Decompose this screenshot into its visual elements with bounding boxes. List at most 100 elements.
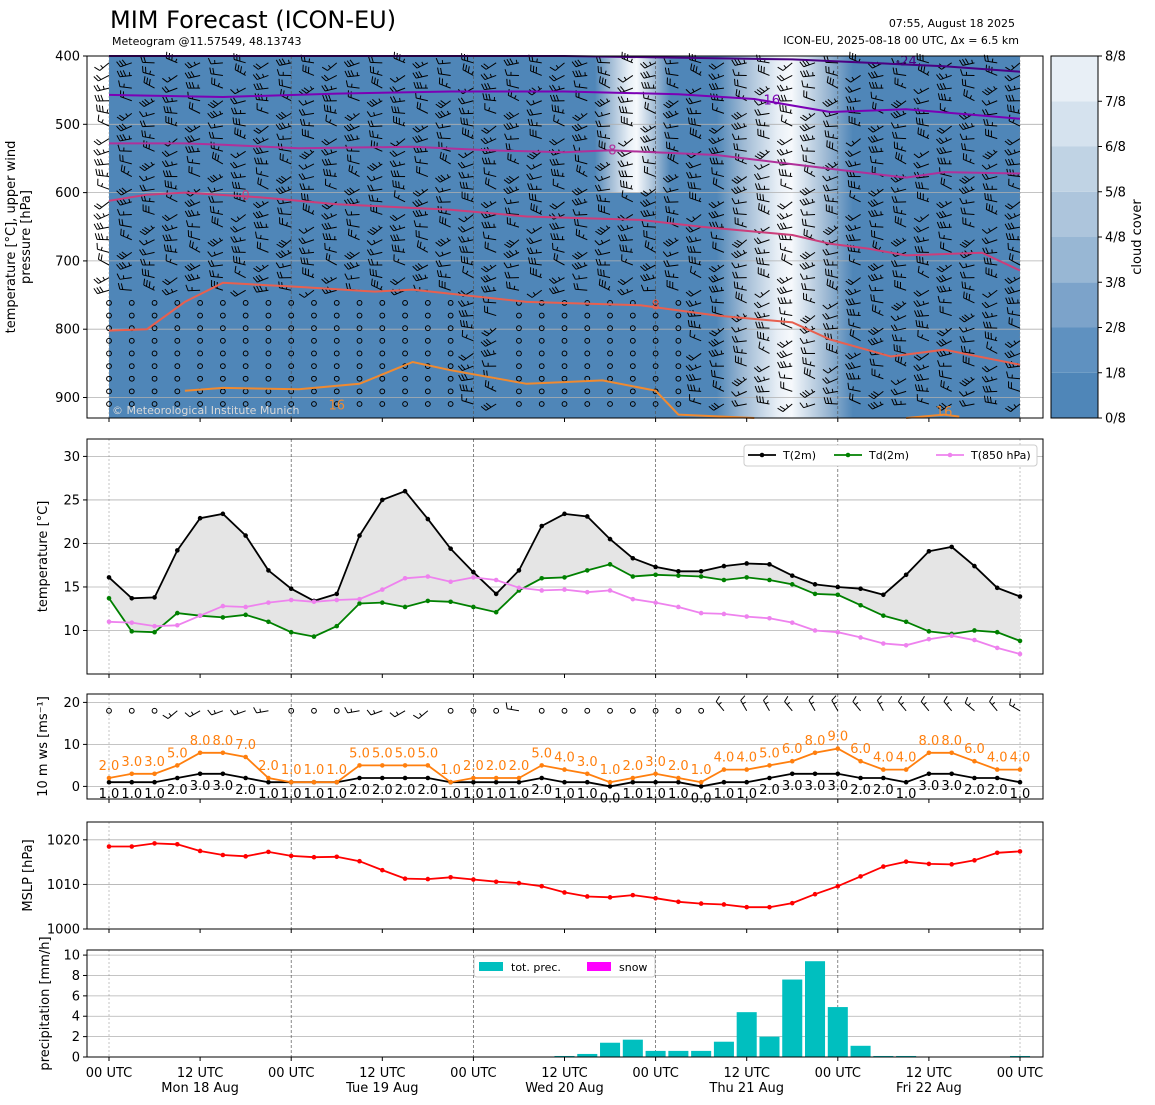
upper-wind-barb [457, 364, 474, 372]
upper-wind-barb [639, 199, 656, 207]
upper-wind-barb [845, 352, 861, 360]
upper-wind-barb [664, 131, 679, 140]
upper-wind-barb [379, 363, 386, 369]
upper-wind-barb [981, 100, 998, 106]
upper-wind-barb [424, 325, 431, 332]
upper-wind-barb [799, 123, 816, 132]
precip-ylabel: precipitation [mm/h] [38, 936, 53, 1070]
upper-wind-barb [120, 164, 133, 177]
upper-wind-barb [913, 161, 930, 169]
upper-wind-barb [252, 137, 269, 145]
upper-wind-barb [379, 337, 386, 344]
surface-wind-barb [698, 707, 705, 714]
upper-wind-barb [265, 312, 272, 319]
upper-wind-barb [391, 106, 406, 114]
mean-wind-data-label: 2.0 [349, 783, 370, 798]
gust-data-label: 8.0 [941, 734, 962, 749]
temperature-axis-tick-label: 25 [63, 493, 80, 508]
upper-wind-barb [321, 62, 338, 71]
wind-mean-point [812, 771, 818, 777]
gust-data-label: 2.0 [463, 759, 484, 774]
upper-wind-barb [663, 196, 679, 203]
upper-wind-barb [299, 149, 315, 160]
upper-wind-barb [731, 390, 747, 397]
upper-wind-barb [893, 205, 907, 215]
wind-mean-point [106, 779, 112, 785]
data-point-Td(2m) [288, 629, 294, 635]
data-point-T(850 hPa) [129, 620, 135, 625]
upper-wind-barb [845, 214, 861, 222]
data-point-Td(2m) [448, 599, 453, 605]
upper-wind-barb [689, 127, 702, 140]
gust-data-label: 2.0 [509, 759, 530, 774]
upper-wind-barb [549, 138, 565, 146]
upper-wind-barb [438, 280, 451, 291]
data-point-T(2m) [926, 548, 932, 554]
upper-wind-barb [255, 231, 269, 241]
upper-wind-barb [598, 204, 611, 215]
upper-wind-barb [437, 67, 451, 76]
upper-wind-barb [689, 394, 702, 405]
upper-wind-barb [447, 363, 454, 369]
gust-data-label: 3.0 [144, 755, 165, 770]
data-point-T(850 hPa) [243, 604, 248, 610]
upper-wind-barb [207, 260, 223, 267]
time-tick-label: 12 UTC [177, 1066, 223, 1081]
upper-wind-barb [584, 350, 591, 357]
data-point-Td(2m) [152, 629, 157, 635]
upper-wind-barb [675, 300, 682, 306]
upper-wind-barb [675, 401, 682, 407]
upper-wind-barb [936, 402, 952, 411]
upper-wind-barb [106, 300, 112, 306]
upper-wind-barb [849, 328, 861, 342]
precip-bar [827, 1007, 848, 1057]
isotherm-line [906, 413, 960, 419]
mslp-point [881, 864, 886, 869]
upper-wind-barb [93, 213, 110, 220]
upper-wind-barb [503, 58, 520, 66]
upper-wind-barb [344, 112, 360, 122]
gust-data-label: 5.0 [349, 746, 370, 761]
data-point-T(2m) [653, 564, 658, 570]
upper-wind-barb [161, 160, 178, 168]
upper-wind-barb [459, 384, 474, 392]
upper-wind-barb [333, 363, 340, 369]
upper-wind-barb [231, 181, 246, 190]
upper-wind-barb [755, 321, 770, 329]
upper-wind-barb [345, 80, 360, 89]
upper-wind-barb [708, 62, 725, 70]
upper-wind-barb [652, 300, 659, 306]
upper-wind-barb [116, 251, 133, 260]
upper-wind-barb [324, 178, 337, 190]
wind-gust-point [425, 763, 431, 768]
upper-wind-barb [867, 199, 884, 207]
upper-wind-barb [275, 175, 292, 184]
gust-data-label: 5.0 [395, 746, 416, 761]
upper-wind-barb [640, 284, 656, 292]
upper-wind-barb [142, 204, 155, 215]
upper-wind-barb [379, 300, 386, 306]
upper-wind-barb [777, 201, 793, 210]
gust-data-label: 6.0 [782, 742, 803, 757]
upper-wind-barb [254, 157, 269, 165]
upper-wind-barb [402, 312, 408, 319]
upper-wind-barb [571, 261, 588, 270]
upper-wind-barb [106, 388, 112, 395]
upper-wind-barb [504, 207, 519, 215]
mslp-point [266, 849, 271, 855]
upper-wind-barb [640, 61, 656, 69]
upper-wind-barb [484, 379, 497, 392]
colorbar-tick-label: 3/8 [1105, 276, 1126, 291]
upper-wind-barb [163, 244, 178, 253]
data-point-T(2m) [584, 514, 590, 519]
upper-wind-barb [424, 388, 431, 395]
mslp-point [562, 890, 567, 895]
upper-wind-barb [685, 235, 702, 243]
gust-data-label: 4.0 [1010, 751, 1031, 766]
upper-wind-barb [617, 224, 633, 232]
upper-wind-barb [185, 220, 201, 228]
upper-wind-barb [754, 108, 770, 116]
mean-wind-data-label: 1.0 [509, 787, 530, 802]
upper-wind-barb [447, 375, 454, 382]
upper-wind-barb [412, 125, 429, 133]
